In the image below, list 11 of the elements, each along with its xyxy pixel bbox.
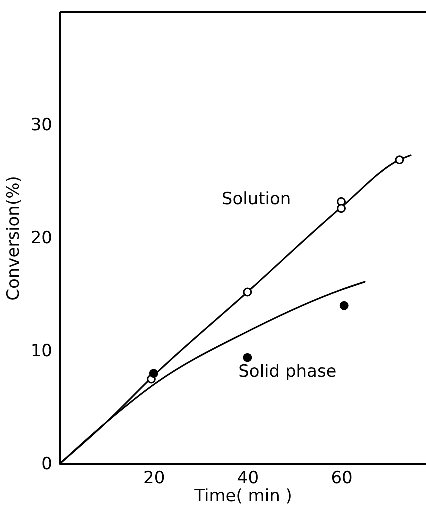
x-tick-label: 20 — [144, 468, 166, 488]
y-tick-label: 10 — [30, 342, 52, 362]
x-tick-label: 60 — [331, 468, 353, 488]
x-tick-label: 40 — [237, 468, 260, 488]
y-tick-label: 30 — [30, 116, 52, 136]
series-label: Solid phase — [238, 362, 337, 382]
y-tick-label: 0 — [42, 454, 52, 474]
y-axis-title: Conversion(%) — [4, 176, 24, 301]
series-label: Solution — [222, 189, 292, 210]
y-tick-label: 20 — [30, 228, 52, 248]
x-axis-title: Time( min ) — [194, 486, 292, 506]
